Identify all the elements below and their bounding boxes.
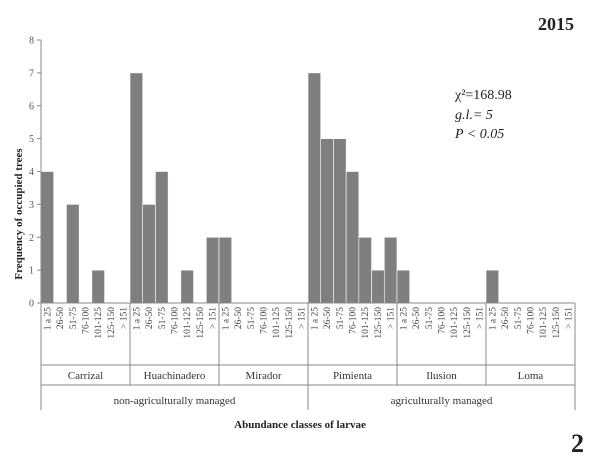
bar-huachinadero-6 [205,236,220,304]
year-label: 2015 [538,14,574,34]
bar-pimienta-4 [358,236,372,304]
site-label-carrizal: Carrizal [68,370,103,382]
x-tick-label: 51-75 [514,307,524,329]
bars-layer [40,72,500,304]
x-tick-label: 101-125 [361,307,371,339]
y-tick-label: 8 [29,36,34,47]
p-value-annotation: P < 0.05 [454,127,504,142]
site-label-loma: Loma [518,370,544,382]
y-tick-label: 6 [29,101,34,112]
bar-carrizal-2 [66,204,80,304]
x-tick-label: 101-125 [272,307,282,339]
x-axis-title: Abundance classes of larvae [234,419,366,431]
site-label-pimienta: Pimienta [333,370,372,382]
bar-mirador-0 [218,236,233,304]
x-tick-label: 1 a 25 [132,307,142,330]
x-tick-label: > 151 [298,307,308,329]
x-tick-label: 26-50 [323,307,333,329]
x-tick-label: 125-150 [285,307,295,339]
y-tick-label: 7 [29,68,34,79]
chi-square-annotation: χ²=168.98 [454,88,512,103]
y-axis-title: Frequency of occupied trees [13,148,25,280]
x-tick-label: 125-150 [196,307,206,339]
bar-huachinadero-2 [155,171,169,304]
x-tick-label: 76-100 [527,307,537,334]
bar-ilusion-0 [396,269,411,304]
site-labels: Carrizal Huachinadero Mirador Pimienta Ilusi… [68,370,544,382]
x-tick-label: 51-75 [425,307,435,329]
x-tick-label: 26-50 [501,307,511,329]
site-label-ilusion: Ilusion [426,370,457,382]
x-tick-label: 26-50 [234,307,244,329]
site-label-mirador: Mirador [245,370,281,382]
x-tick-label: 26-50 [56,307,66,329]
bar-huachinadero-0 [129,72,144,304]
bar-pimienta-1 [320,138,334,304]
y-tick-label: 3 [29,200,34,211]
x-tick-label: 125-150 [374,307,384,339]
x-tick-label: 51-75 [247,307,257,329]
x-tick-label: 51-75 [69,307,79,329]
bar-huachinadero-1 [142,204,156,304]
y-tick-label: 1 [29,266,34,277]
bar-pimienta-2 [333,138,347,304]
panel-label: 2 [571,429,584,458]
bar-loma-0 [485,269,500,304]
x-tick-label: 101-125 [183,307,193,339]
y-tick-label: 2 [29,233,34,244]
x-tick-label: 76-100 [82,307,92,334]
bar-carrizal-4 [91,269,105,304]
bar-pimienta-5 [371,269,385,304]
x-tick-label: 76-100 [260,307,270,334]
x-tick-label: 125-150 [552,307,562,339]
x-tick-label: > 151 [209,307,219,329]
bar-carrizal-0 [40,171,55,304]
x-tick-label: 1 a 25 [399,307,409,330]
x-tick-label: > 151 [565,307,575,329]
x-tick-label: 76-100 [349,307,359,334]
y-tick-label: 0 [29,299,34,310]
x-tick-label: > 151 [387,307,397,329]
df-annotation: g.l.= 5 [455,108,493,123]
group-labels: non-agriculturally managed agriculturally… [114,395,493,407]
x-tick-labels: 1 a 25 26-50 51-75 76-100 101-125 125-150 > 15… [43,307,574,339]
x-tick-label: > 151 [476,307,486,329]
bar-huachinadero-4 [180,269,194,304]
bar-pimienta-6 [383,236,398,304]
y-tick-label: 4 [29,167,34,178]
x-tick-label: 125-150 [107,307,117,339]
site-label-huachinadero: Huachinadero [144,370,206,382]
x-tick-label: 26-50 [412,307,422,329]
group-label: non-agriculturally managed [114,395,236,407]
x-tick-label: 76-100 [438,307,448,334]
x-tick-label: 51-75 [158,307,168,329]
x-tick-label: 26-50 [145,307,155,329]
x-tick-label: 101-125 [539,307,549,339]
x-tick-label: > 151 [120,307,130,329]
y-tick-labels: 0 1 2 3 4 5 6 7 8 [29,36,34,310]
y-tick-label: 5 [29,134,34,145]
x-tick-label: 1 a 25 [488,307,498,330]
x-tick-label: 1 a 25 [221,307,231,330]
x-tick-label: 51-75 [336,307,346,329]
bar-pimienta-0 [307,72,322,304]
axes-layer [37,39,576,410]
x-tick-label: 101-125 [450,307,460,339]
x-tick-label: 76-100 [171,307,181,334]
group-label: agriculturally managed [391,395,493,407]
bar-pimienta-3 [345,171,360,304]
x-tick-label: 125-150 [463,307,473,339]
x-tick-label: 101-125 [94,307,104,339]
x-tick-label: 1 a 25 [43,307,53,330]
x-tick-label: 1 a 25 [310,307,320,330]
